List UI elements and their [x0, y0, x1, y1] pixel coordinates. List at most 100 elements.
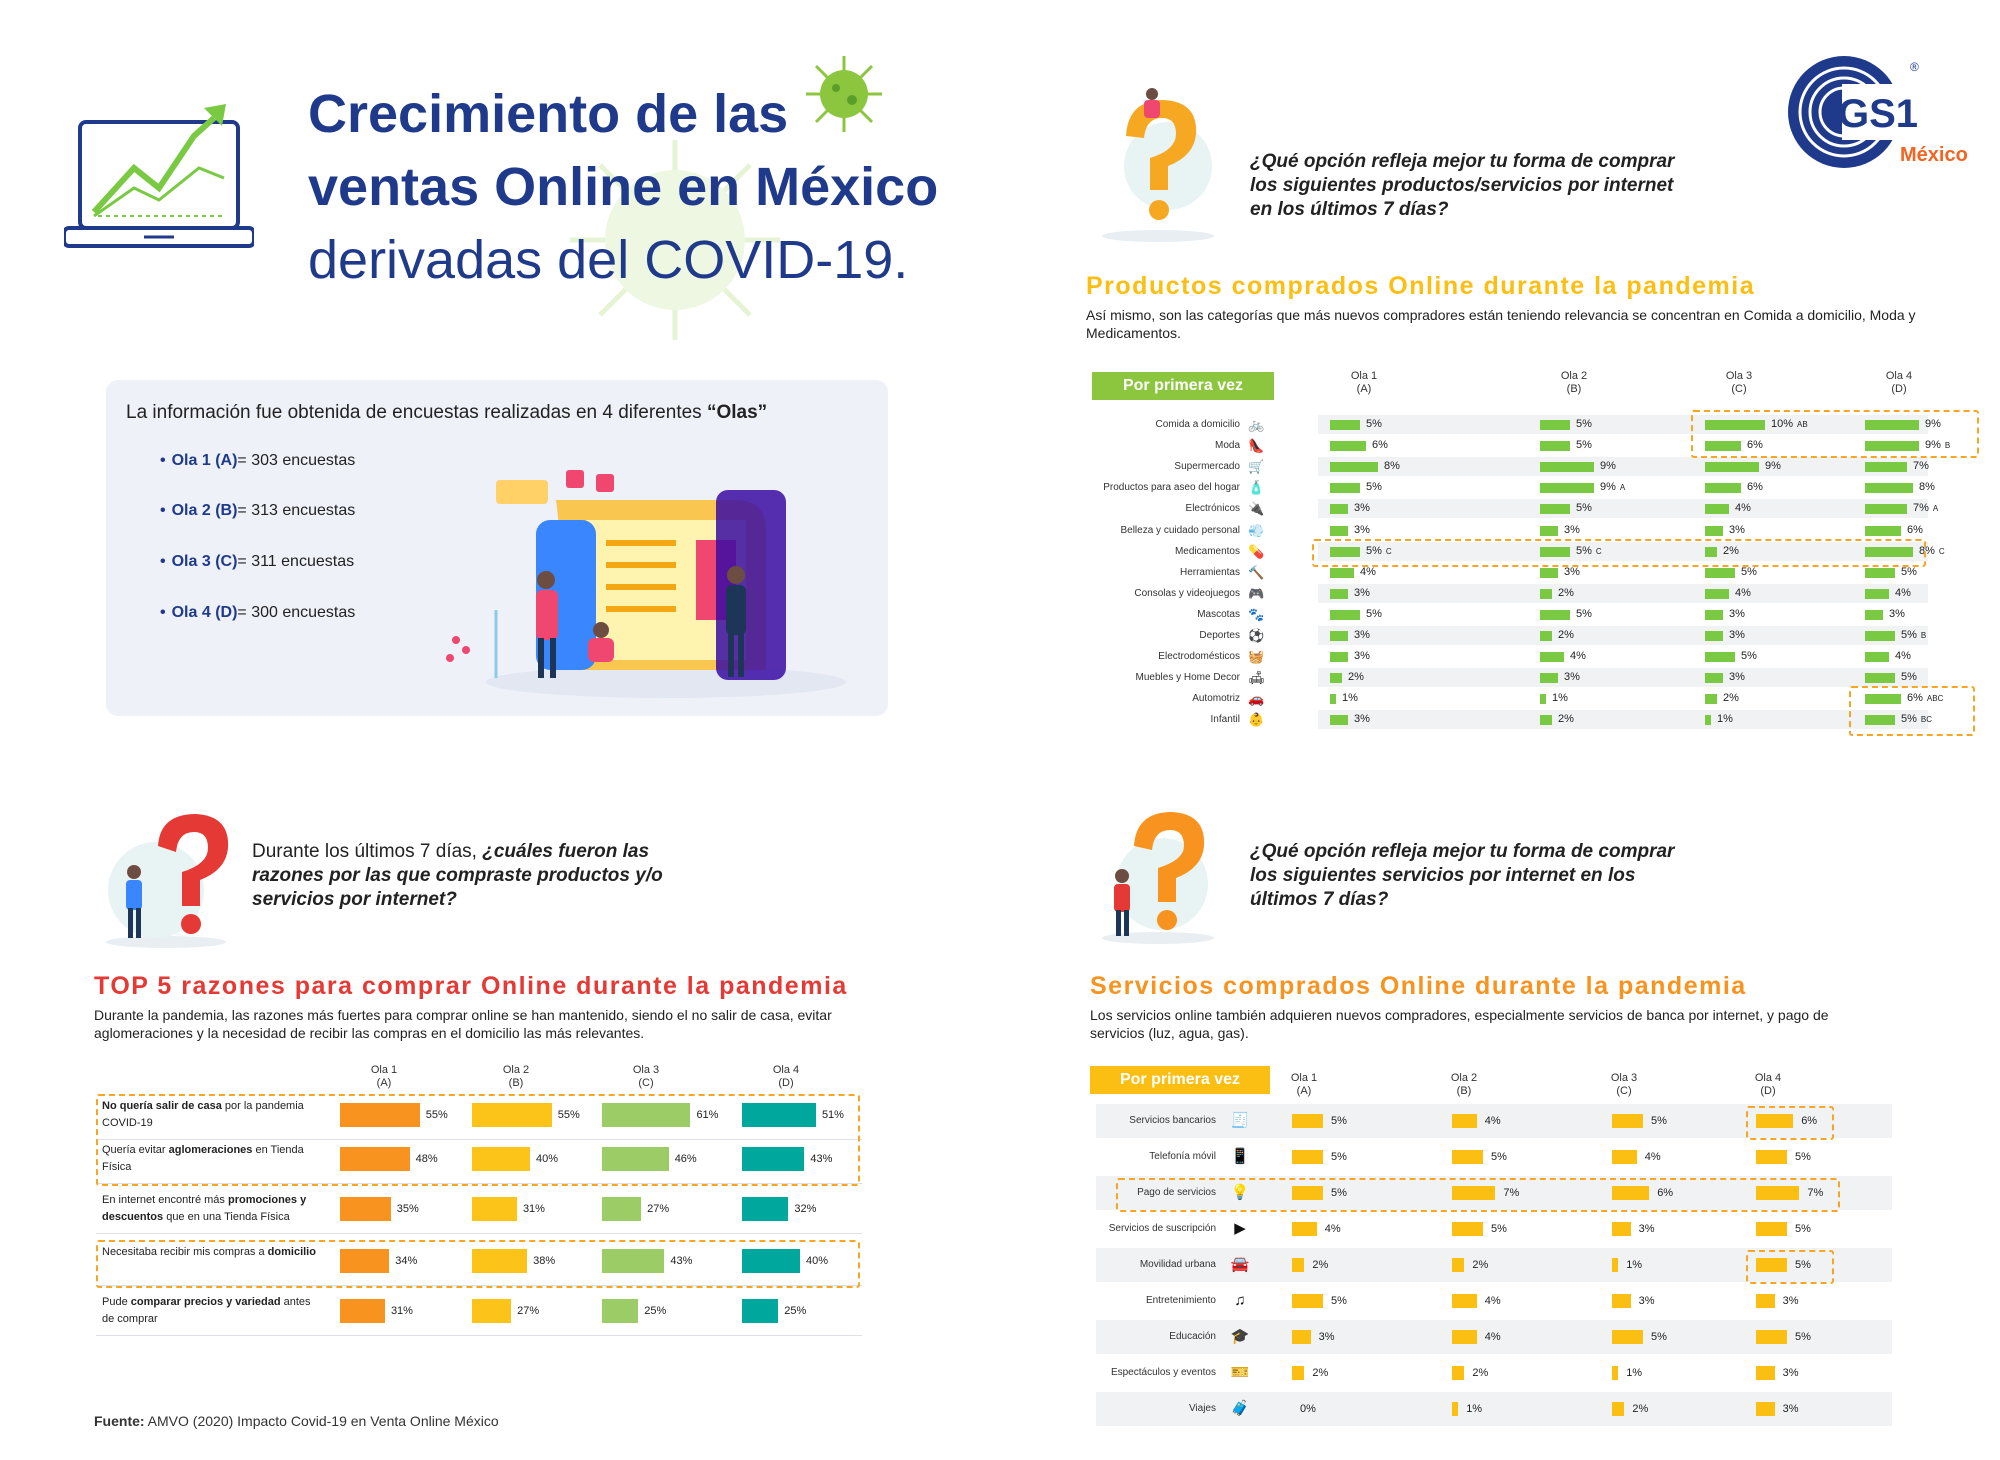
- service-cell: 5%: [1292, 1284, 1422, 1318]
- service-bar: [1292, 1222, 1317, 1236]
- reason-cell: 46%: [602, 1144, 732, 1174]
- product-bar: [1540, 673, 1558, 684]
- service-row: Servicios de suscripción ▶ 4% 5% 3% 5%: [1096, 1212, 1892, 1246]
- product-bar: [1540, 546, 1570, 557]
- column-header-line1: Ola 1: [1290, 1072, 1318, 1084]
- service-value: 7%: [1503, 1187, 1520, 1199]
- reason-label: Quería evitar aglomeraciones en Tienda F…: [102, 1142, 322, 1176]
- reason-cell: 43%: [602, 1246, 732, 1276]
- service-label: Servicios bancarios: [1129, 1115, 1216, 1126]
- ola-value: = 300 encuestas: [237, 604, 356, 621]
- products-pill: Por primera vez: [1092, 372, 1274, 400]
- product-bar: [1705, 525, 1723, 536]
- column-header-line1: Ola 3: [1725, 370, 1753, 382]
- product-row-band: [1318, 499, 1928, 519]
- column-header: Ola 2 (B): [1434, 1072, 1494, 1098]
- service-bar: [1612, 1186, 1650, 1200]
- service-bar: [1452, 1258, 1465, 1272]
- column-header: Ola 1 (A): [1334, 370, 1394, 396]
- column-header-line2: (B): [1456, 1085, 1472, 1097]
- product-bar: [1540, 441, 1570, 452]
- service-value: 3%: [1782, 1295, 1799, 1307]
- product-cell: 3%: [1705, 520, 1855, 541]
- product-bar: [1330, 588, 1348, 599]
- reason-bar: [742, 1103, 816, 1127]
- product-value: 5%: [1576, 607, 1592, 620]
- product-bar: [1540, 567, 1558, 578]
- product-value: 3%: [1354, 586, 1370, 599]
- reason-cell: 34%: [340, 1246, 470, 1276]
- virus-background-icon: [570, 140, 780, 340]
- product-value: 7% A: [1913, 502, 1939, 515]
- product-cell: 5% BC: [1865, 709, 2000, 730]
- product-bar: [1330, 694, 1336, 705]
- row-divider: [96, 1139, 862, 1140]
- reason-bar: [742, 1147, 805, 1171]
- product-value: 3%: [1354, 713, 1370, 726]
- services-question: ¿Qué opción refleja mejor tu forma de co…: [1250, 841, 1675, 910]
- product-cell: 4%: [1330, 562, 1480, 583]
- service-value: 2%: [1312, 1367, 1329, 1379]
- laptop-growth-icon: [64, 104, 254, 248]
- service-bar: [1292, 1114, 1323, 1128]
- column-header: Ola 1 (A): [354, 1064, 414, 1090]
- gamepad-icon: 🎮: [1248, 585, 1265, 601]
- product-value: 4%: [1735, 502, 1751, 515]
- reason-row: No quería salir de casa por la pandemia …: [96, 1094, 862, 1140]
- reason-value: 55%: [557, 1109, 580, 1121]
- service-bar: [1612, 1402, 1625, 1416]
- service-cell: 1%: [1612, 1356, 1742, 1390]
- product-cell: 2%: [1705, 541, 1855, 562]
- service-cell: 2%: [1292, 1356, 1422, 1390]
- source-label: Fuente:: [94, 1413, 145, 1429]
- row-divider: [96, 1183, 862, 1184]
- product-value: 3%: [1354, 650, 1370, 663]
- service-value: 1%: [1466, 1403, 1483, 1415]
- product-cell: 5% C: [1330, 541, 1480, 562]
- product-bar: [1330, 504, 1348, 515]
- product-value: 5%: [1576, 502, 1592, 515]
- gs1-logo: GS1 ® México: [1786, 54, 1986, 174]
- product-bar: [1705, 588, 1729, 599]
- reason-cell: 32%: [742, 1194, 872, 1224]
- service-label: Movilidad urbana: [1139, 1259, 1216, 1270]
- product-row-band: [1318, 626, 1928, 645]
- product-row-band: [1318, 710, 1928, 730]
- product-row-band: [1318, 689, 1928, 709]
- product-bar: [1330, 567, 1354, 578]
- product-row: Infantil 👶 3% 2% 1% 5% BC: [1090, 709, 1940, 730]
- ola-item: • Ola 3 (C)= 311 encuestas: [160, 553, 354, 571]
- significance-label: A: [1932, 504, 1939, 514]
- product-cell: 5%: [1540, 435, 1690, 456]
- service-bar: [1452, 1114, 1477, 1128]
- product-value: 3%: [1564, 671, 1580, 684]
- product-value: 8%: [1384, 460, 1400, 473]
- product-value: 3%: [1729, 671, 1745, 684]
- reason-label-bold: No quería salir de casa: [102, 1100, 222, 1112]
- product-bar: [1865, 609, 1883, 620]
- ola-item: • Ola 4 (D)= 300 encuestas: [160, 604, 355, 622]
- product-bar: [1865, 420, 1919, 430]
- product-value: 2%: [1558, 586, 1574, 599]
- hammer-icon: 🔨: [1248, 564, 1265, 580]
- reason-bar: [472, 1249, 528, 1273]
- ola-item: • Ola 1 (A)= 303 encuestas: [160, 452, 355, 470]
- product-bar: [1540, 694, 1546, 705]
- product-cell: 5%: [1540, 414, 1690, 435]
- service-value: 3%: [1638, 1223, 1655, 1235]
- product-row: Supermercado 🛒 8% 9% 9% 7%: [1090, 456, 1940, 477]
- product-bar: [1705, 441, 1741, 452]
- product-cell: 8% C: [1865, 541, 2000, 562]
- product-row: Automotriz 🚗 1% 1% 2% 6% ABC: [1090, 688, 1943, 709]
- reason-label-text: por la pandemia COVID-19: [102, 1100, 304, 1129]
- reason-value: 35%: [396, 1203, 419, 1215]
- reason-cell: 48%: [340, 1144, 470, 1174]
- utilities-icon: 💡: [1230, 1184, 1250, 1201]
- product-bar: [1705, 483, 1741, 494]
- product-row-band: [1318, 478, 1928, 498]
- service-value: 1%: [1626, 1259, 1643, 1271]
- ola-value: = 311 encuestas: [237, 553, 355, 570]
- graduation-cap-icon: 🎓: [1230, 1328, 1250, 1345]
- service-value: 5%: [1491, 1223, 1507, 1235]
- service-cell: 5%: [1756, 1320, 1886, 1354]
